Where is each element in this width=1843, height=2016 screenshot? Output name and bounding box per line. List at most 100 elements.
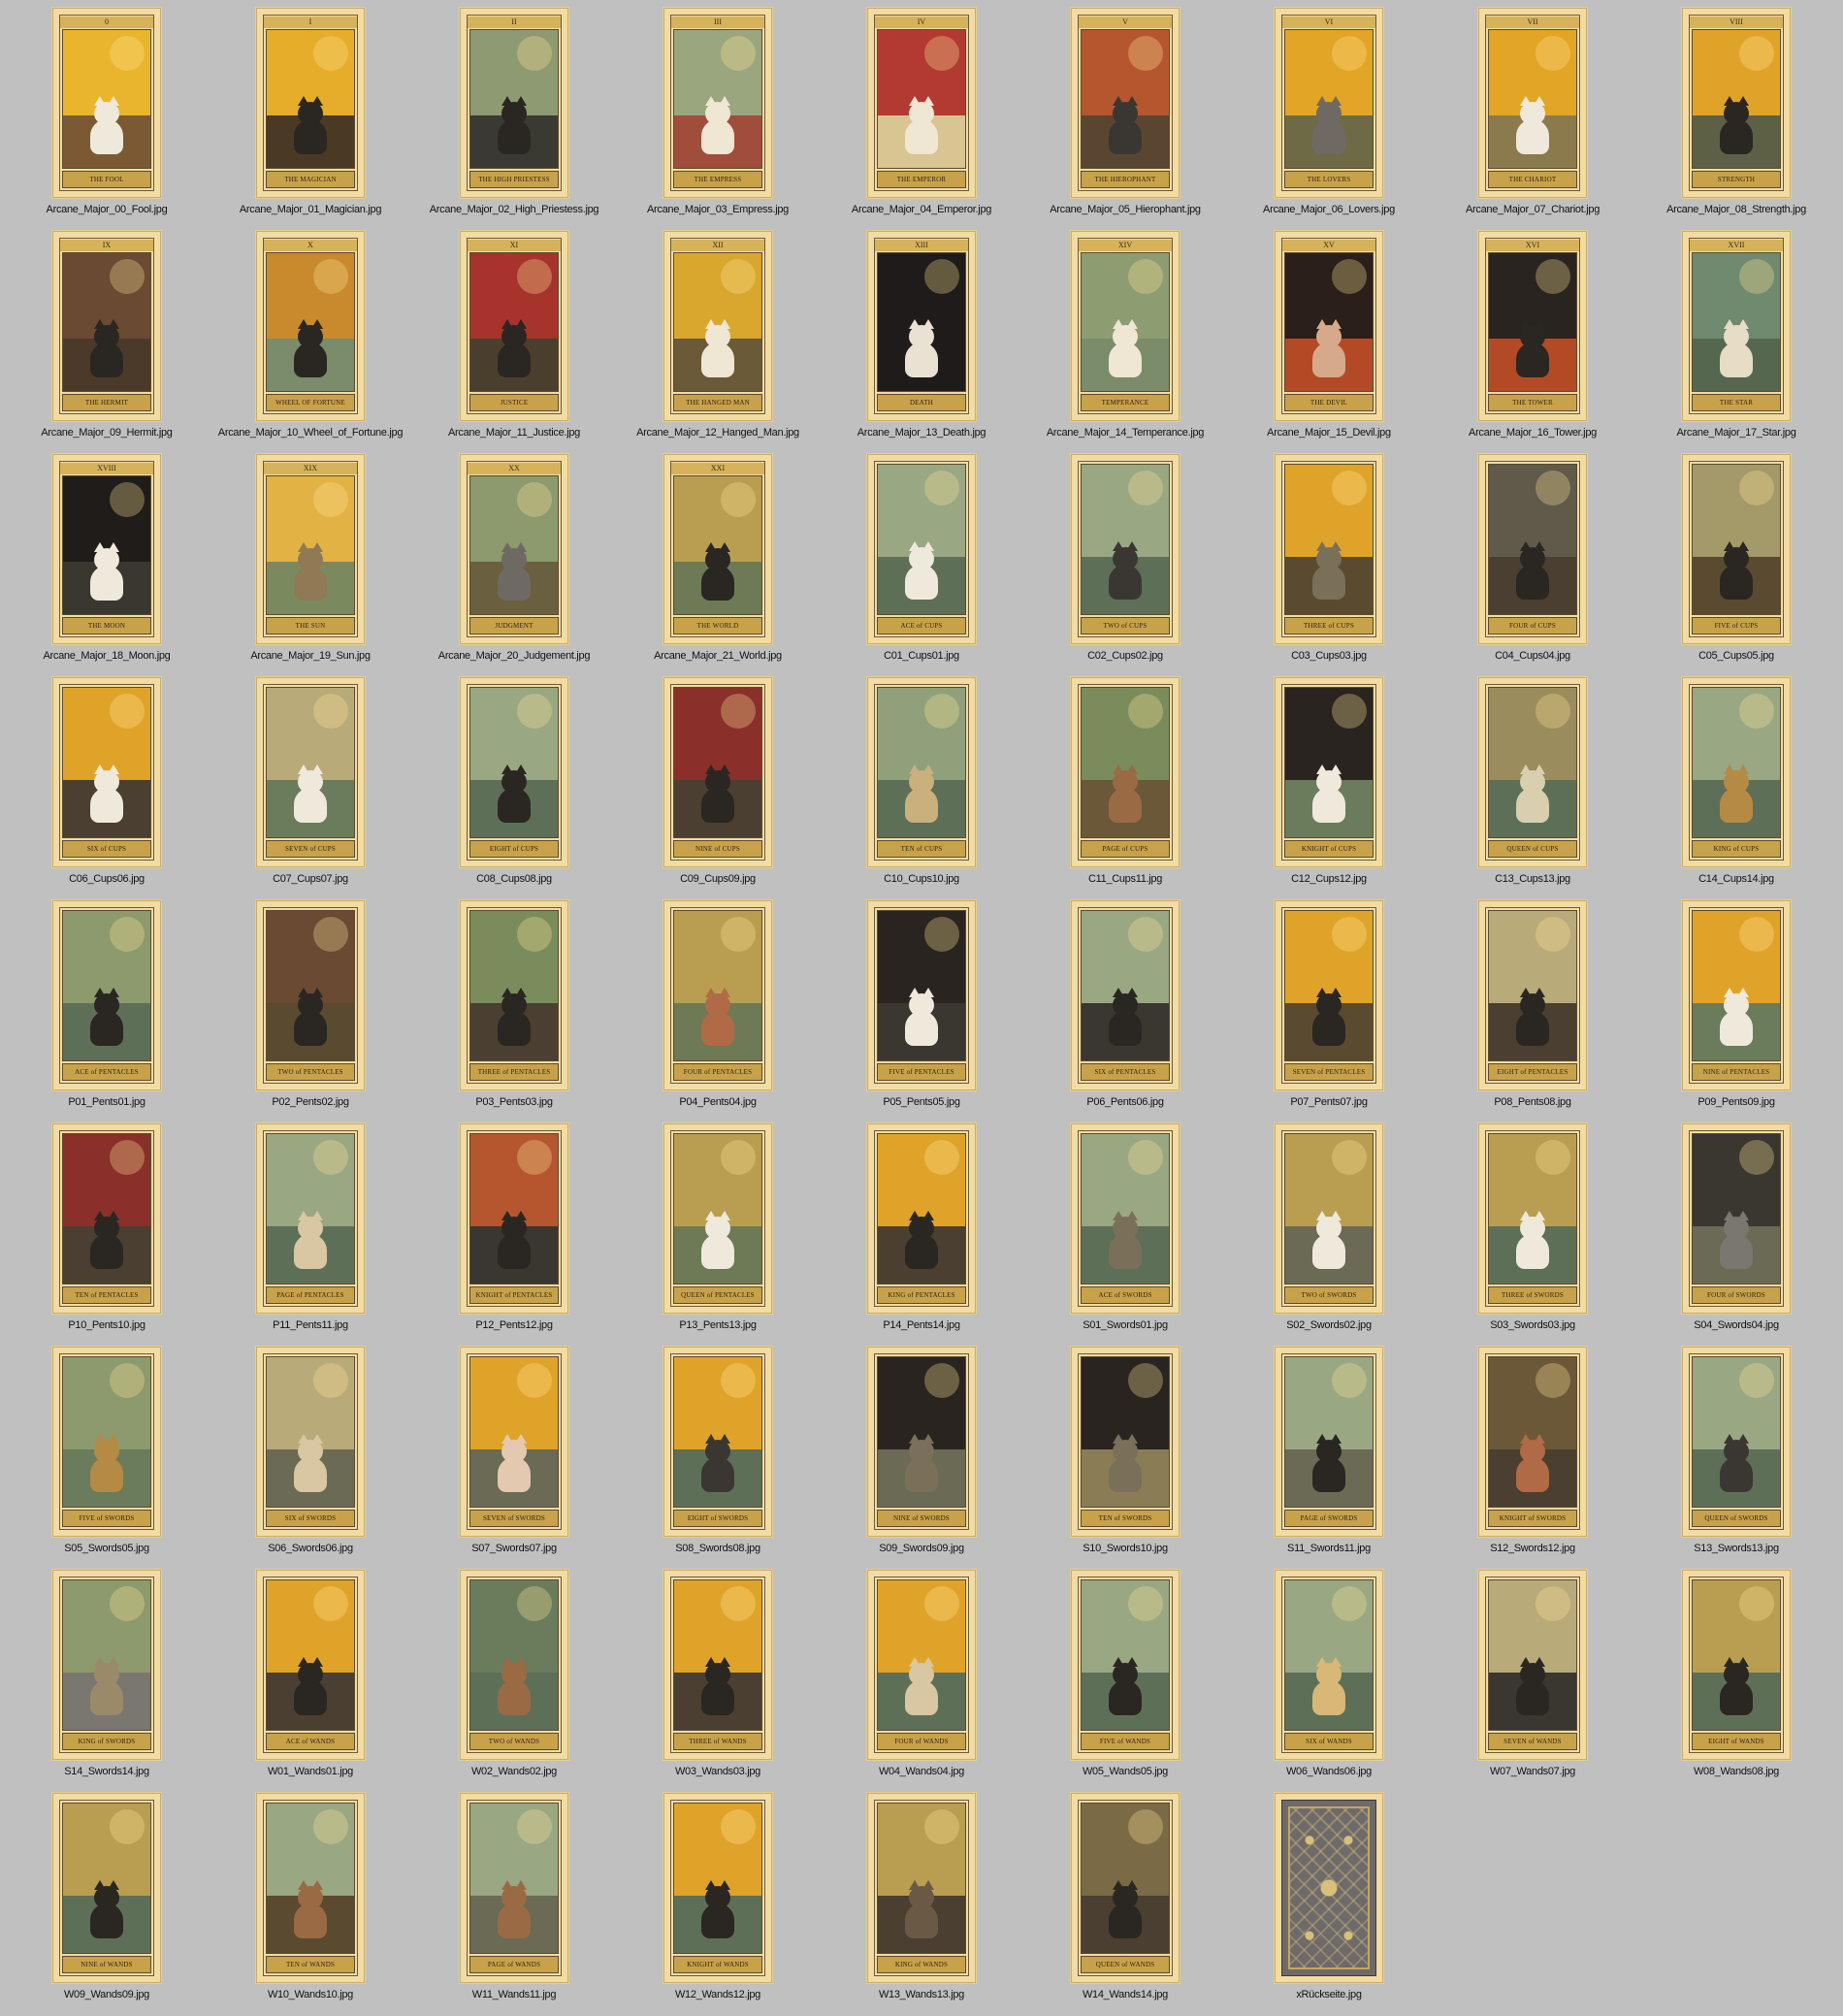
file-thumbnail[interactable]: TEN of CUPS C10_Cups10.jpg bbox=[820, 677, 1023, 900]
file-thumbnail[interactable]: ACE of CUPS C01_Cups01.jpg bbox=[820, 454, 1023, 677]
file-thumbnail[interactable]: NINE of PENTACLES P09_Pents09.jpg bbox=[1634, 900, 1838, 1123]
file-thumbnail[interactable]: IV THE EMPEROR Arcane_Major_04_Emperor.jpg bbox=[820, 8, 1023, 231]
file-thumbnail[interactable]: XI JUSTICE Arcane_Major_11_Justice.jpg bbox=[412, 231, 616, 454]
file-thumbnail[interactable]: XV THE DEVIL Arcane_Major_15_Devil.jpg bbox=[1227, 231, 1431, 454]
sky-orb bbox=[1536, 1586, 1570, 1621]
file-thumbnail[interactable]: ACE of PENTACLES P01_Pents01.jpg bbox=[5, 900, 209, 1123]
cat-body bbox=[90, 1233, 123, 1269]
file-thumbnail[interactable]: VII THE CHARIOT Arcane_Major_07_Chariot.jp… bbox=[1431, 8, 1634, 231]
file-thumbnail[interactable]: SIX of SWORDS S06_Swords06.jpg bbox=[209, 1347, 412, 1570]
file-thumbnail[interactable]: QUEEN of WANDS W14_Wands14.jpg bbox=[1023, 1793, 1227, 2016]
file-thumbnail[interactable]: TEN of SWORDS S10_Swords10.jpg bbox=[1023, 1347, 1227, 1570]
file-thumbnail[interactable]: ACE of WANDS W01_Wands01.jpg bbox=[209, 1570, 412, 1793]
file-thumbnail[interactable]: SIX of PENTACLES P06_Pents06.jpg bbox=[1023, 900, 1227, 1123]
file-thumbnail[interactable]: XIII DEATH Arcane_Major_13_Death.jpg bbox=[820, 231, 1023, 454]
card-image: XVII THE STAR bbox=[1682, 231, 1791, 421]
file-thumbnail[interactable]: SEVEN of PENTACLES P07_Pents07.jpg bbox=[1227, 900, 1431, 1123]
file-thumbnail[interactable]: V THE HIEROPHANT Arcane_Major_05_Hierophan… bbox=[1023, 8, 1227, 231]
file-thumbnail[interactable]: PAGE of WANDS W11_Wands11.jpg bbox=[412, 1793, 616, 2016]
file-thumbnail[interactable]: TEN of WANDS W10_Wands10.jpg bbox=[209, 1793, 412, 2016]
file-thumbnail[interactable]: XIV TEMPERANCE Arcane_Major_14_Temperance.… bbox=[1023, 231, 1227, 454]
file-thumbnail[interactable]: 0 THE FOOL Arcane_Major_00_Fool.jpg bbox=[5, 8, 209, 231]
file-thumbnail[interactable]: VIII STRENGTH Arcane_Major_08_Strength.jpg bbox=[1634, 8, 1838, 231]
sky-orb bbox=[1739, 1140, 1774, 1175]
cat-head bbox=[1520, 1439, 1545, 1463]
file-thumbnail[interactable]: TWO of SWORDS S02_Swords02.jpg bbox=[1227, 1123, 1431, 1347]
file-thumbnail[interactable]: xRückseite.jpg bbox=[1227, 1793, 1431, 2016]
file-thumbnail[interactable]: FIVE of SWORDS S05_Swords05.jpg bbox=[5, 1347, 209, 1570]
file-thumbnail[interactable]: FOUR of PENTACLES P04_Pents04.jpg bbox=[616, 900, 820, 1123]
file-thumbnail[interactable]: XX JUDGMENT Arcane_Major_20_Judgement.jpg bbox=[412, 454, 616, 677]
file-thumbnail[interactable]: II THE HIGH PRIESTESS Arcane_Major_02_High… bbox=[412, 8, 616, 231]
file-thumbnail[interactable]: EIGHT of CUPS C08_Cups08.jpg bbox=[412, 677, 616, 900]
file-thumbnail[interactable]: SEVEN of WANDS W07_Wands07.jpg bbox=[1431, 1570, 1634, 1793]
file-thumbnail[interactable]: SEVEN of SWORDS S07_Swords07.jpg bbox=[412, 1347, 616, 1570]
file-thumbnail[interactable]: PAGE of SWORDS S11_Swords11.jpg bbox=[1227, 1347, 1431, 1570]
file-thumbnail[interactable]: THREE of PENTACLES P03_Pents03.jpg bbox=[412, 900, 616, 1123]
file-thumbnail[interactable]: FIVE of WANDS W05_Wands05.jpg bbox=[1023, 1570, 1227, 1793]
file-thumbnail[interactable]: TEN of PENTACLES P10_Pents10.jpg bbox=[5, 1123, 209, 1347]
file-thumbnail[interactable]: XVI THE TOWER Arcane_Major_16_Tower.jpg bbox=[1431, 231, 1634, 454]
file-thumbnail[interactable]: THREE of SWORDS S03_Swords03.jpg bbox=[1431, 1123, 1634, 1347]
file-thumbnail[interactable]: FOUR of CUPS C04_Cups04.jpg bbox=[1431, 454, 1634, 677]
file-thumbnail[interactable]: FOUR of WANDS W04_Wands04.jpg bbox=[820, 1570, 1023, 1793]
file-thumbnail[interactable]: VI THE LOVERS Arcane_Major_06_Lovers.jpg bbox=[1227, 8, 1431, 231]
file-thumbnail[interactable]: THREE of CUPS C03_Cups03.jpg bbox=[1227, 454, 1431, 677]
file-thumbnail[interactable]: SIX of WANDS W06_Wands06.jpg bbox=[1227, 1570, 1431, 1793]
file-thumbnail[interactable]: FOUR of SWORDS S04_Swords04.jpg bbox=[1634, 1123, 1838, 1347]
cat-head bbox=[1316, 324, 1342, 348]
card-artwork bbox=[266, 252, 355, 392]
card-title: QUEEN of CUPS bbox=[1488, 840, 1577, 858]
file-thumbnail[interactable]: TWO of CUPS C02_Cups02.jpg bbox=[1023, 454, 1227, 677]
file-thumbnail[interactable]: EIGHT of PENTACLES P08_Pents08.jpg bbox=[1431, 900, 1634, 1123]
file-thumbnail[interactable]: NINE of SWORDS S09_Swords09.jpg bbox=[820, 1347, 1023, 1570]
cat-head bbox=[501, 547, 527, 571]
cat-ear bbox=[298, 987, 309, 997]
file-thumbnail[interactable]: XVII THE STAR Arcane_Major_17_Star.jpg bbox=[1634, 231, 1838, 454]
file-thumbnail[interactable]: KING of CUPS C14_Cups14.jpg bbox=[1634, 677, 1838, 900]
file-thumbnail[interactable]: NINE of CUPS C09_Cups09.jpg bbox=[616, 677, 820, 900]
file-thumbnail[interactable]: KNIGHT of PENTACLES P12_Pents12.jpg bbox=[412, 1123, 616, 1347]
file-thumbnail[interactable]: QUEEN of CUPS C13_Cups13.jpg bbox=[1431, 677, 1634, 900]
card-title: FOUR of CUPS bbox=[1488, 617, 1577, 634]
file-thumbnail[interactable]: KNIGHT of CUPS C12_Cups12.jpg bbox=[1227, 677, 1431, 900]
file-thumbnail[interactable]: XIX THE SUN Arcane_Major_19_Sun.jpg bbox=[209, 454, 412, 677]
file-thumbnail[interactable]: X WHEEL OF FORTUNE Arcane_Major_10_Wheel_o… bbox=[209, 231, 412, 454]
file-thumbnail[interactable]: QUEEN of SWORDS S13_Swords13.jpg bbox=[1634, 1347, 1838, 1570]
file-thumbnail[interactable]: QUEEN of PENTACLES P13_Pents13.jpg bbox=[616, 1123, 820, 1347]
cat-ear bbox=[1316, 318, 1328, 329]
file-thumbnail[interactable]: SEVEN of CUPS C07_Cups07.jpg bbox=[209, 677, 412, 900]
cat-figure bbox=[697, 541, 738, 601]
card-image: SEVEN of SWORDS bbox=[460, 1347, 568, 1537]
file-name-label: W04_Wands04.jpg bbox=[878, 1766, 965, 1777]
file-thumbnail[interactable]: I THE MAGICIAN Arcane_Major_01_Magician.jp… bbox=[209, 8, 412, 231]
card-image: NINE of WANDS bbox=[52, 1793, 161, 1983]
file-thumbnail[interactable]: FIVE of CUPS C05_Cups05.jpg bbox=[1634, 454, 1838, 677]
file-name-label: Arcane_Major_01_Magician.jpg bbox=[239, 204, 382, 215]
file-thumbnail[interactable]: SIX of CUPS C06_Cups06.jpg bbox=[5, 677, 209, 900]
file-thumbnail[interactable]: KING of WANDS W13_Wands13.jpg bbox=[820, 1793, 1023, 2016]
cat-ear bbox=[1316, 764, 1328, 774]
file-thumbnail[interactable]: XXI THE WORLD Arcane_Major_21_World.jpg bbox=[616, 454, 820, 677]
file-thumbnail[interactable]: KING of SWORDS S14_Swords14.jpg bbox=[5, 1570, 209, 1793]
cat-head bbox=[1520, 546, 1545, 570]
file-thumbnail[interactable]: FIVE of PENTACLES P05_Pents05.jpg bbox=[820, 900, 1023, 1123]
file-thumbnail[interactable]: THREE of WANDS W03_Wands03.jpg bbox=[616, 1570, 820, 1793]
file-thumbnail[interactable]: XVIII THE MOON Arcane_Major_18_Moon.jpg bbox=[5, 454, 209, 677]
file-thumbnail[interactable]: EIGHT of WANDS W08_Wands08.jpg bbox=[1634, 1570, 1838, 1793]
file-thumbnail[interactable]: PAGE of PENTACLES P11_Pents11.jpg bbox=[209, 1123, 412, 1347]
file-thumbnail[interactable]: III THE EMPRESS Arcane_Major_03_Empress.jp… bbox=[616, 8, 820, 231]
file-thumbnail[interactable]: XII THE HANGED MAN Arcane_Major_12_Hanged_… bbox=[616, 231, 820, 454]
file-thumbnail[interactable]: TWO of PENTACLES P02_Pents02.jpg bbox=[209, 900, 412, 1123]
file-thumbnail[interactable]: PAGE of CUPS C11_Cups11.jpg bbox=[1023, 677, 1227, 900]
file-thumbnail[interactable]: KNIGHT of SWORDS S12_Swords12.jpg bbox=[1431, 1347, 1634, 1570]
cat-ear bbox=[1520, 95, 1532, 106]
cat-figure bbox=[697, 1656, 738, 1715]
file-thumbnail[interactable]: NINE of WANDS W09_Wands09.jpg bbox=[5, 1793, 209, 2016]
file-thumbnail[interactable]: IX THE HERMIT Arcane_Major_09_Hermit.jpg bbox=[5, 231, 209, 454]
file-thumbnail[interactable]: EIGHT of SWORDS S08_Swords08.jpg bbox=[616, 1347, 820, 1570]
file-thumbnail[interactable]: KNIGHT of WANDS W12_Wands12.jpg bbox=[616, 1793, 820, 2016]
file-thumbnail[interactable]: KING of PENTACLES P14_Pents14.jpg bbox=[820, 1123, 1023, 1347]
file-thumbnail[interactable]: TWO of WANDS W02_Wands02.jpg bbox=[412, 1570, 616, 1793]
file-thumbnail[interactable]: ACE of SWORDS S01_Swords01.jpg bbox=[1023, 1123, 1227, 1347]
